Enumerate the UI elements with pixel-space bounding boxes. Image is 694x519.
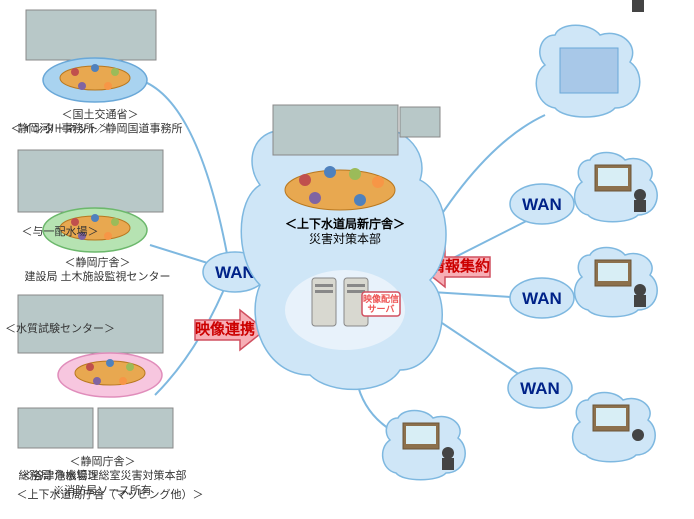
wan-label-r1: WAN [522, 195, 562, 214]
right-label-2: ＜水質試験センター＞ [0, 322, 120, 336]
right-label-3: ＜谷津浄水場＞ [0, 469, 120, 483]
arrow-left-label: 映像連携 [195, 320, 255, 338]
right-node-2 [575, 248, 658, 317]
bottom-label: ＜上下水道局庁舎（マッピング他）＞ [0, 488, 220, 502]
center-title: ＜上下水道局新庁舎＞ [285, 216, 405, 231]
right-label-0: ＜インターネット＞ [0, 122, 120, 136]
right-node-0 [536, 25, 639, 117]
left-label-1: ＜静岡庁舎＞ 建設局 土木施設監視センター [0, 256, 195, 285]
right-node-1 [575, 153, 658, 222]
bottom-node [383, 411, 466, 480]
center-subtitle: 災害対策本部 [309, 231, 381, 246]
center-node: ＜上下水道局新庁舎＞ 災害対策本部 映像配信 サーバ [241, 105, 446, 389]
server-label-2: サーバ [368, 304, 395, 314]
wan-label-r2: WAN [522, 289, 562, 308]
server-label-1: 映像配信 [363, 293, 399, 304]
wan-label-r3: WAN [520, 379, 560, 398]
right-label-1: ＜与一配水場＞ [0, 225, 120, 239]
left-node-2 [18, 295, 173, 448]
left-node-0 [26, 10, 156, 102]
